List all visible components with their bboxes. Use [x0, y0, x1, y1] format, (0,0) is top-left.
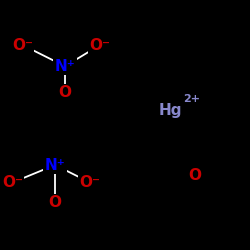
- Text: O⁻: O⁻: [80, 175, 100, 190]
- Text: N⁺: N⁺: [44, 158, 66, 172]
- Text: N⁺: N⁺: [54, 59, 76, 74]
- Text: O: O: [188, 168, 202, 182]
- Text: O⁻: O⁻: [2, 175, 23, 190]
- Text: 2+: 2+: [183, 94, 200, 104]
- Text: O: O: [48, 195, 62, 210]
- Text: O⁻: O⁻: [90, 38, 110, 52]
- Text: O⁻: O⁻: [12, 38, 33, 52]
- Text: O: O: [58, 85, 71, 100]
- Text: Hg: Hg: [158, 102, 182, 118]
